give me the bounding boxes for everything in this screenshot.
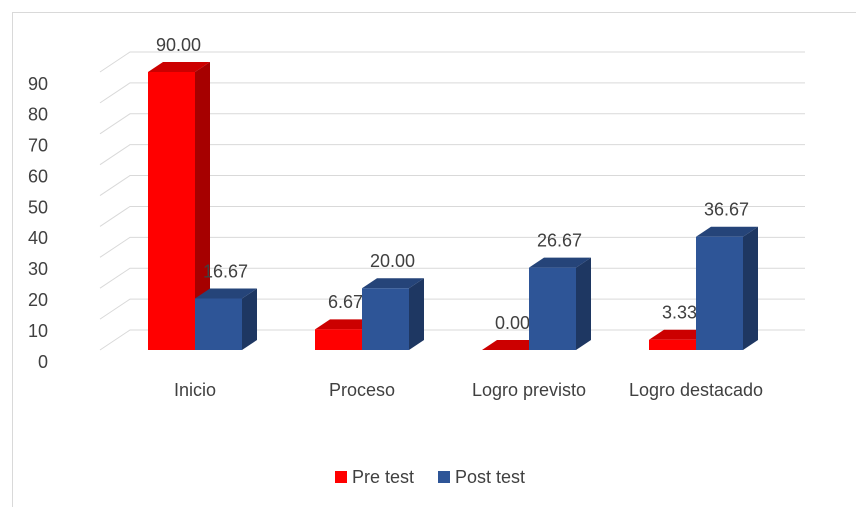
x-tick-label: Logro previsto [471,380,587,400]
bar [148,62,210,350]
bar-front [362,288,409,350]
y-tick-label: 90 [28,74,48,94]
legend-label: Post test [455,467,525,487]
data-label: 3.33 [662,302,697,322]
data-label: 36.67 [704,199,749,219]
bar-side [576,257,591,350]
bar [362,278,424,350]
chart-border [12,12,856,507]
y-tick-label: 30 [28,259,48,279]
bar-side [409,278,424,350]
legend-label: Pre test [352,467,414,487]
bar [696,226,758,350]
bar-top [482,340,544,350]
bar-top [649,329,711,340]
y-tick-label: 70 [28,136,48,156]
bar-top [148,62,210,72]
data-label: 20.00 [370,251,415,271]
y-tick-label: 60 [28,166,48,186]
bar-side [242,288,257,350]
bar-top [696,226,758,237]
data-label: 6.67 [328,292,363,312]
bar-front [649,339,696,350]
bar [195,288,257,350]
legend-swatch [335,471,347,483]
data-label: 0.00 [495,313,530,333]
grid-line [99,144,805,166]
bar-front [529,267,576,350]
y-tick-label: 0 [38,352,48,372]
bar-top [315,319,377,330]
x-tick-label: Proceso [328,380,396,400]
grid-line [99,236,805,258]
data-label: 90.00 [156,35,201,55]
grid-line [99,82,805,104]
bar-side [743,226,758,350]
bar-front [315,329,362,350]
y-tick-label: 20 [28,290,48,310]
grid-line [99,113,805,135]
bar [482,340,544,350]
y-tick-label: 10 [28,321,48,341]
bar-top [529,257,591,268]
y-tick-label: 40 [28,228,48,248]
data-label: 26.67 [537,230,582,250]
bar [529,257,591,350]
y-tick-label: 80 [28,105,48,125]
bar-front [148,72,195,350]
y-tick-label: 50 [28,197,48,217]
x-tick-label: Logro destacado [628,380,764,400]
bar-side [195,62,210,350]
grid-line [99,175,805,196]
data-label: 16.67 [203,261,248,281]
bar-top [362,278,424,289]
bar-front [696,236,743,350]
grid-line [99,51,805,73]
bar-front [195,298,242,350]
grid-line [99,205,805,227]
x-tick-label: Inicio [173,380,217,400]
legend-swatch [438,471,450,483]
bar-top [195,288,257,299]
